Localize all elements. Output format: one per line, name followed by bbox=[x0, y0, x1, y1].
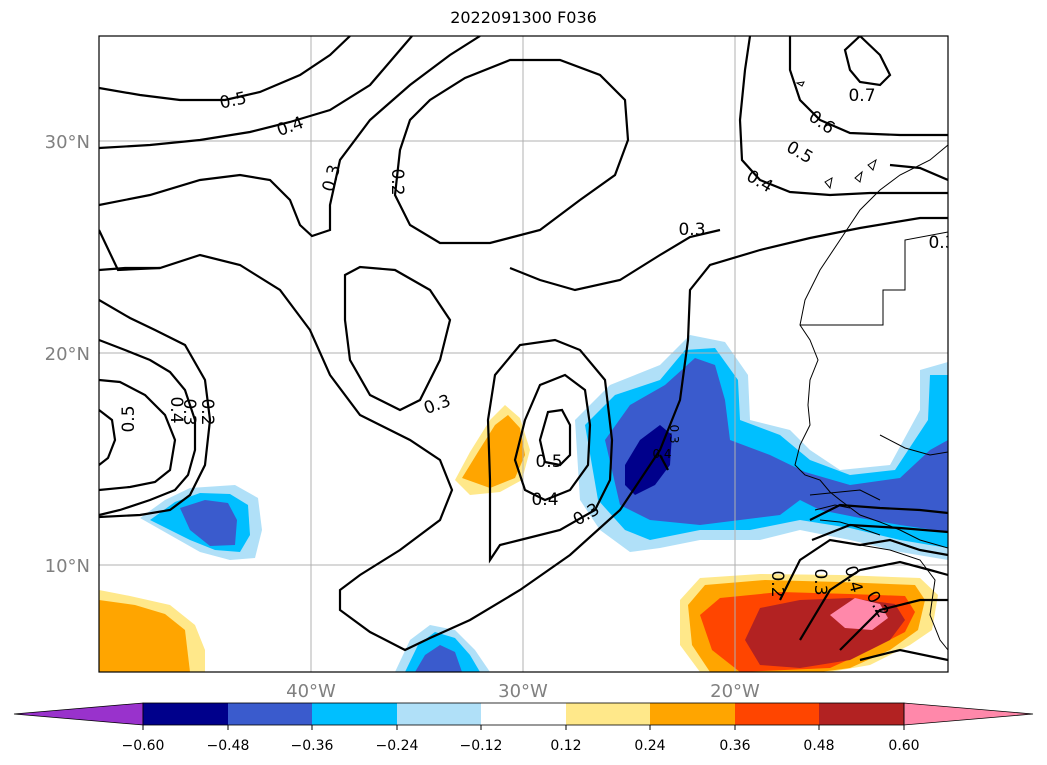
colorbar-frame bbox=[142, 702, 905, 726]
colorbar-ticks bbox=[142, 725, 905, 730]
contour-label: 0.4 bbox=[166, 396, 186, 423]
contour-label: 0.3 bbox=[810, 568, 830, 595]
shading-negative-central bbox=[575, 335, 948, 560]
contour-label: 0.3 bbox=[678, 220, 705, 240]
contour-label: 0.4 bbox=[531, 490, 558, 510]
colorbar-bin bbox=[566, 703, 650, 725]
lat-label-10n: 10°N bbox=[45, 556, 90, 577]
colorbar-bin bbox=[143, 703, 228, 725]
lon-label-40w: 40°W bbox=[286, 681, 336, 702]
colorbar-tick-label: 0.48 bbox=[803, 738, 834, 754]
colorbar-tick-label: 0.24 bbox=[634, 738, 665, 754]
contour-label: 0.5 bbox=[119, 405, 139, 432]
colorbar-tick-label: −0.12 bbox=[460, 738, 503, 754]
colorbar-tick-label: −0.24 bbox=[376, 738, 419, 754]
lon-label-20w: 20°W bbox=[710, 681, 760, 702]
lon-label-30w: 30°W bbox=[498, 681, 548, 702]
coastline bbox=[794, 81, 948, 651]
shading-positive-west bbox=[99, 590, 205, 672]
contour-label: 0.3 bbox=[928, 233, 955, 253]
contour-label: 0.4 bbox=[652, 447, 671, 461]
colorbar-tick-label: −0.36 bbox=[291, 738, 334, 754]
colorbar-bin bbox=[397, 703, 481, 725]
shading-positive-central bbox=[455, 405, 530, 495]
latitude-labels: 30°N 20°N 10°N bbox=[45, 132, 90, 577]
colorbar-tick-label: 0.12 bbox=[550, 738, 581, 754]
contour-label: 0.2 bbox=[197, 398, 217, 425]
longitude-labels: 40°W 30°W 20°W bbox=[286, 681, 760, 702]
colorbar-tick-labels: −0.60 −0.48 −0.36 −0.24 −0.12 0.12 0.24 … bbox=[122, 738, 920, 754]
shading-negative-west bbox=[140, 485, 262, 560]
colorbar-bin bbox=[735, 703, 819, 725]
lat-label-20n: 20°N bbox=[45, 344, 90, 365]
colorbar-bin bbox=[228, 703, 312, 725]
colorbar-tick-label: 0.36 bbox=[719, 738, 750, 754]
colorbar-bin bbox=[481, 703, 566, 725]
contour-label: 0.3 bbox=[667, 424, 681, 443]
colorbar-tick-label: −0.48 bbox=[207, 738, 250, 754]
map-title: 2022091300 F036 bbox=[450, 8, 597, 27]
map-frame bbox=[98, 35, 949, 673]
map-panel: 0.5 0.4 0.3 0.2 0.3 0.3 0.5 0.4 0.3 0.7 … bbox=[99, 36, 955, 672]
colorbar-extend-min bbox=[13, 702, 144, 726]
contour-label: 0.7 bbox=[848, 86, 875, 106]
colorbar-bin bbox=[312, 703, 397, 725]
colorbar-tick-label: 0.60 bbox=[888, 738, 919, 754]
contour-label: 0.3 bbox=[179, 398, 199, 425]
colorbar-bin bbox=[650, 703, 735, 725]
contours bbox=[99, 36, 948, 662]
colorbar-tick-label: −0.60 bbox=[122, 738, 165, 754]
contour-label: 0.2 bbox=[387, 168, 407, 195]
colorbar: −0.60 −0.48 −0.36 −0.24 −0.12 0.12 0.24 … bbox=[13, 702, 1034, 754]
contour-label: 0.5 bbox=[535, 452, 562, 472]
colorbar-bin bbox=[819, 703, 904, 725]
lat-label-30n: 30°N bbox=[45, 132, 90, 153]
graticule bbox=[99, 36, 948, 672]
colorbar-extend-max bbox=[903, 702, 1034, 726]
contour-label: 0.2 bbox=[767, 570, 787, 597]
